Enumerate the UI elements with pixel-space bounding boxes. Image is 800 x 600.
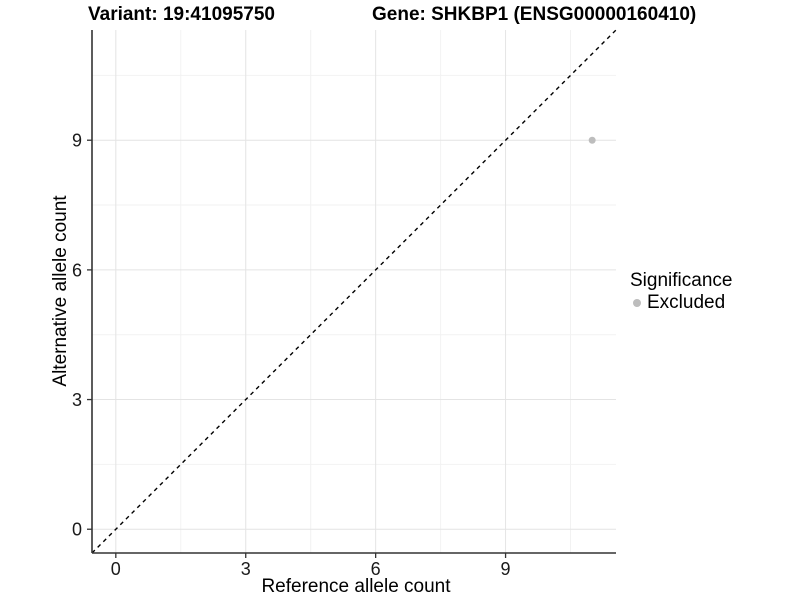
x-tick-label: 0 [111, 559, 121, 579]
y-tick-label: 3 [72, 390, 82, 410]
legend-title: Significance [630, 270, 733, 291]
excluded-point-icon [633, 299, 641, 307]
x-axis-title: Reference allele count [261, 576, 451, 597]
data-point [588, 136, 596, 144]
legend: Significance Excluded [630, 271, 732, 313]
x-tick-label: 9 [501, 559, 511, 579]
y-tick-label: 0 [72, 520, 82, 540]
legend-entry-excluded: Excluded [630, 293, 732, 313]
variant-title: Variant: 19:41095750 [88, 4, 275, 25]
y-tick-label: 6 [72, 260, 82, 280]
x-tick-label: 3 [241, 559, 251, 579]
gene-title: Gene: SHKBP1 (ENSG00000160410) [372, 4, 697, 25]
y-tick-label: 9 [72, 131, 82, 151]
identity-line [91, 29, 617, 554]
y-axis-title: Alternative allele count [50, 195, 71, 387]
x-tick-label: 6 [371, 559, 381, 579]
legend-entry-label: Excluded [647, 292, 726, 313]
